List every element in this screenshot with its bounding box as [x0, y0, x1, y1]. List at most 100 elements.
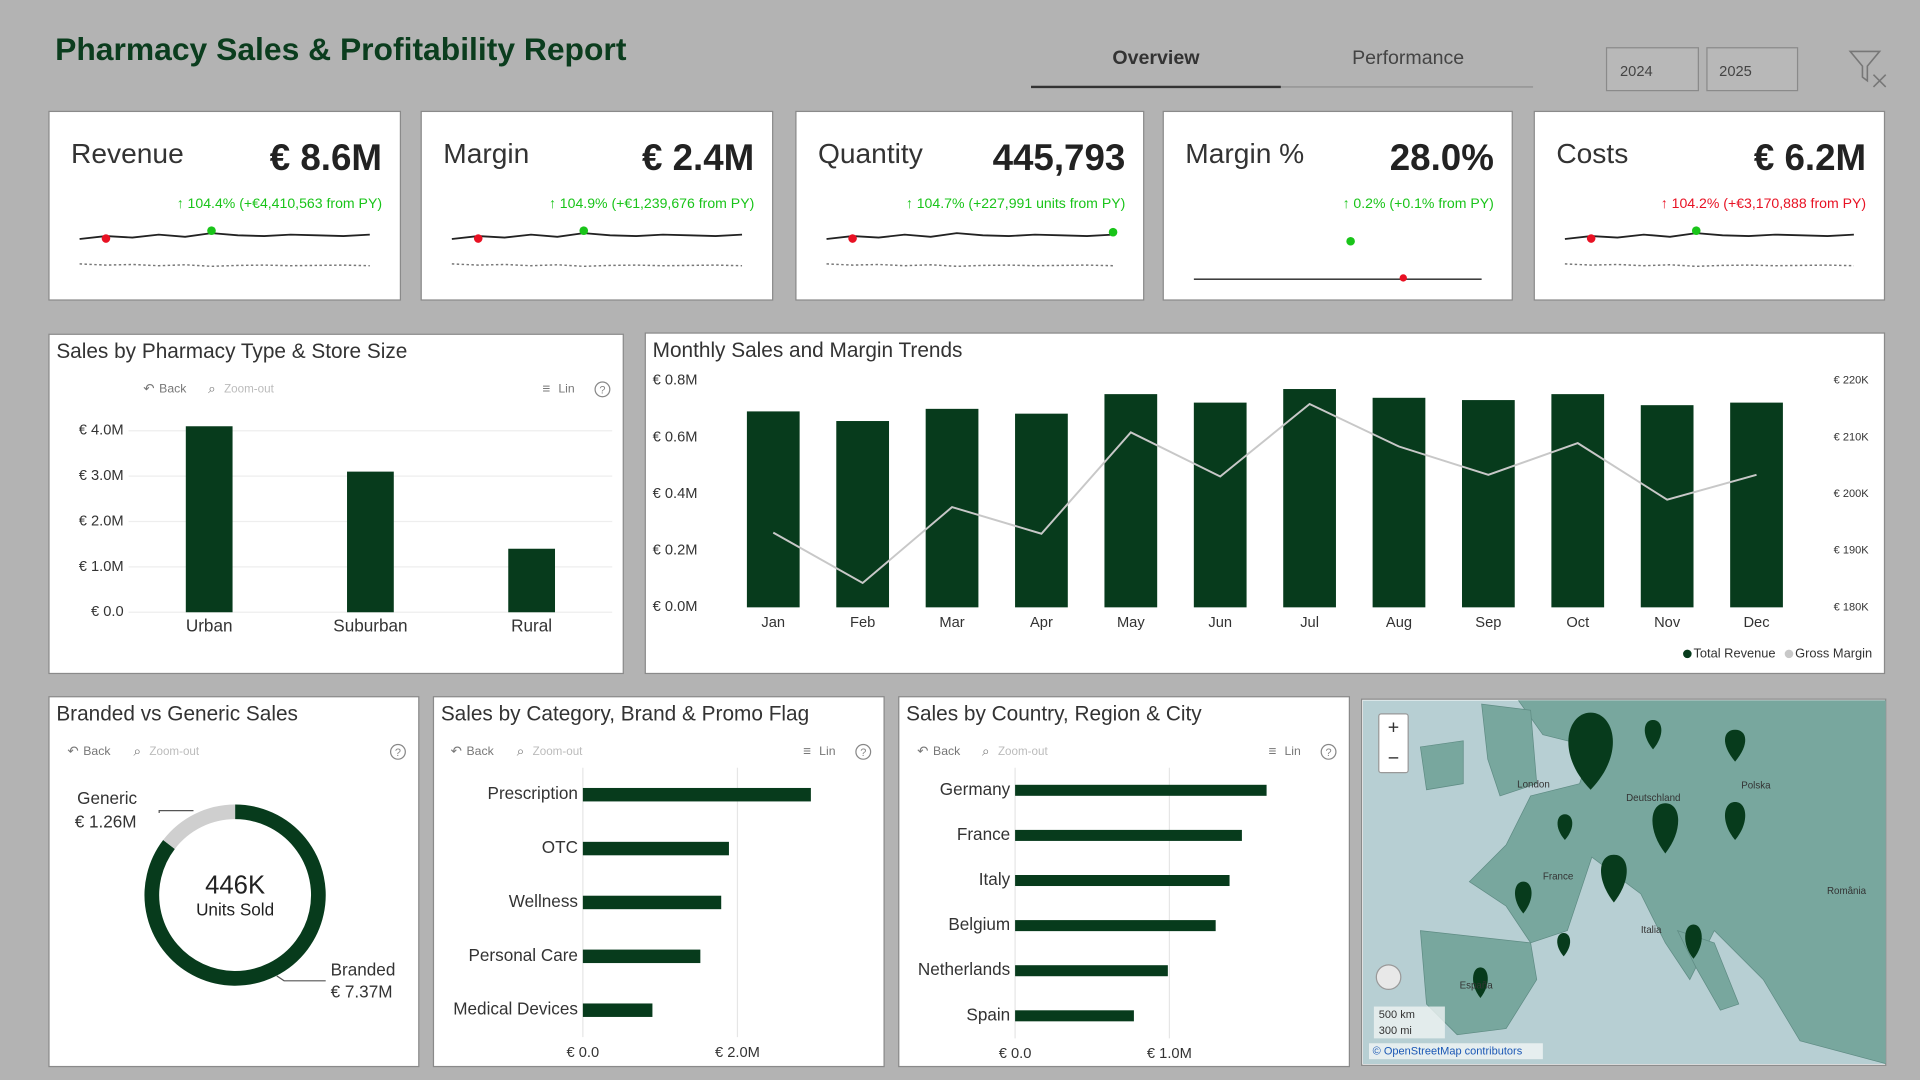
x-tick-label: Urban — [186, 615, 233, 635]
kpi-card — [420, 110, 774, 301]
kpi-change: ↑ 104.4% (+€4,410,563 from PY) — [177, 195, 382, 211]
help-icon[interactable] — [855, 743, 872, 760]
toolbar-icon[interactable]: ↶ — [451, 743, 462, 758]
lasso-button[interactable] — [1375, 964, 1402, 990]
y-tick-label: Spain — [966, 1004, 1010, 1024]
help-icon-mark[interactable]: ? — [395, 747, 401, 759]
kpi-card — [48, 110, 402, 301]
chart-title: Sales by Country, Region & City — [906, 703, 1202, 726]
place-label: Polska — [1741, 781, 1771, 792]
x-tick-label: Aug — [1386, 615, 1412, 631]
map[interactable]: London France Deutschland Polska Italia … — [1361, 698, 1892, 1066]
tab[interactable]: Overview — [1112, 47, 1200, 69]
toolbar-icon[interactable]: ↶ — [67, 743, 78, 758]
bar — [1015, 784, 1267, 796]
help-icon[interactable] — [390, 743, 406, 760]
y-tick-label: France — [957, 824, 1010, 844]
map-attribution[interactable]: © OpenStreetMap contributors — [1373, 1046, 1523, 1058]
year-button[interactable] — [1706, 47, 1799, 92]
toolbar-icon[interactable]: ≡ — [542, 381, 550, 396]
bar — [1193, 402, 1247, 608]
place-label: London — [1517, 779, 1550, 790]
kpi-label: Margin — [443, 138, 529, 169]
legend-label: Total Revenue — [1693, 645, 1775, 660]
year-label[interactable]: 2024 — [1620, 64, 1653, 80]
attribution-box — [1368, 1043, 1543, 1060]
toolbar-icon[interactable]: ≡ — [1269, 743, 1277, 758]
toolbar-item[interactable]: Back — [467, 744, 495, 758]
toolbar-icon[interactable]: ↶ — [917, 743, 928, 758]
y2-tick-label: € 190K — [1834, 545, 1870, 557]
y-tick-label: Medical Devices — [453, 999, 578, 1019]
x-tick-label: Feb — [850, 615, 875, 631]
bar — [582, 895, 722, 910]
map-place-labels: London France Deutschland Polska Italia … — [1460, 779, 1867, 991]
bar — [1372, 397, 1426, 608]
toolbar-item[interactable]: Back — [83, 744, 111, 758]
map-scale: 300 mi — [1379, 1025, 1412, 1037]
y-tick-label: € 3.0M — [79, 468, 124, 484]
help-icon[interactable] — [594, 381, 611, 398]
toolbar-item[interactable]: Zoom-out — [149, 745, 200, 758]
zoom-in[interactable]: + — [1388, 717, 1399, 739]
map-scale: 500 km — [1379, 1009, 1415, 1021]
bar — [1283, 389, 1336, 608]
toolbar-item[interactable]: Lin — [819, 744, 836, 758]
sparkline-dot — [473, 234, 483, 243]
kpi-label: Margin % — [1185, 138, 1304, 169]
toolbar-item[interactable]: Lin — [1284, 744, 1301, 758]
help-icon[interactable] — [1320, 743, 1337, 760]
zoom-out[interactable]: − — [1388, 747, 1399, 769]
toolbar-item[interactable]: Zoom-out — [533, 745, 584, 758]
toolbar-icon[interactable]: ⌕ — [133, 743, 141, 758]
x-tick-label: Jan — [761, 615, 785, 631]
toolbar-item[interactable]: Back — [159, 382, 187, 396]
toolbar-item[interactable]: Zoom-out — [998, 745, 1049, 758]
y2-tick-label: € 220K — [1834, 375, 1870, 387]
kpi-label: Revenue — [71, 138, 184, 169]
y-tick-label: € 0.0 — [91, 604, 124, 620]
zoom-control[interactable] — [1378, 713, 1409, 774]
toolbar-item[interactable]: Back — [933, 744, 961, 758]
toolbar-item[interactable]: Lin — [558, 382, 575, 396]
toolbar-icon[interactable]: ≡ — [803, 743, 811, 758]
bar — [1551, 394, 1605, 608]
place-label: España — [1460, 980, 1494, 991]
legend-swatch — [1784, 649, 1794, 659]
sparkline — [451, 232, 743, 240]
sparkline — [826, 232, 1114, 240]
donut-category: Branded — [331, 960, 396, 980]
year-button[interactable] — [1605, 47, 1699, 92]
toolbar-icon[interactable]: ⌕ — [208, 381, 216, 396]
bar — [1015, 965, 1168, 977]
legend-label: Gross Margin — [1795, 645, 1872, 660]
toolbar-icon[interactable]: ⌕ — [982, 743, 990, 758]
x-tick-label: Mar — [939, 615, 964, 631]
bar — [1015, 413, 1068, 608]
y-tick-label: Wellness — [509, 891, 578, 911]
x-tick-label: Apr — [1030, 615, 1053, 631]
y-tick-label: Italy — [979, 869, 1011, 889]
chart-panel — [48, 333, 624, 675]
bar — [582, 1003, 653, 1017]
help-icon-mark[interactable]: ? — [599, 385, 605, 397]
y-tick-label: OTC — [542, 837, 578, 857]
sparkline-dot — [848, 234, 857, 243]
kpi-change: ↑ 104.9% (+€1,239,676 from PY) — [549, 195, 754, 211]
x-tick-label: € 2.0M — [715, 1045, 760, 1061]
y-tick-label: € 1.0M — [79, 559, 124, 575]
x-tick-label: € 0.0 — [999, 1046, 1032, 1062]
tab[interactable]: Performance — [1352, 47, 1464, 69]
map-pins — [1473, 712, 1746, 998]
filter-icon[interactable] — [1848, 50, 1887, 88]
y-tick-label: Belgium — [948, 914, 1010, 934]
toolbar-item[interactable]: Zoom-out — [224, 382, 275, 395]
toolbar-icon[interactable]: ⌕ — [517, 743, 525, 758]
help-icon-mark[interactable]: ? — [860, 747, 866, 759]
bar — [185, 426, 233, 613]
place-label: Italia — [1641, 925, 1662, 936]
year-label[interactable]: 2025 — [1719, 64, 1752, 80]
kpi-value: € 8.6M — [270, 137, 382, 178]
help-icon-mark[interactable]: ? — [1326, 747, 1332, 759]
toolbar-icon[interactable]: ↶ — [143, 381, 154, 396]
